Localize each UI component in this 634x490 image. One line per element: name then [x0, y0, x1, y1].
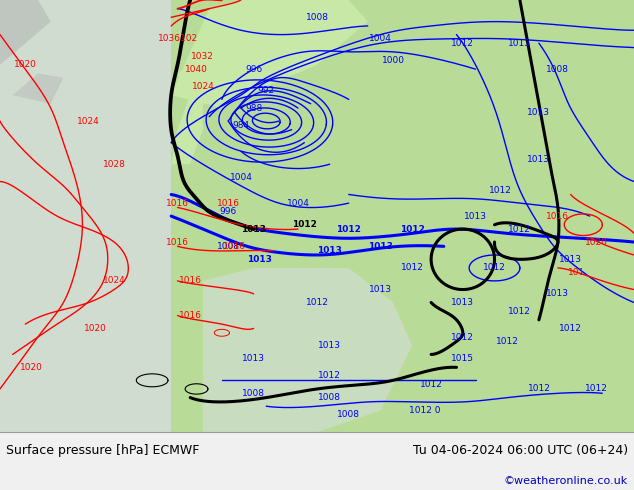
Text: 1012: 1012 — [318, 371, 341, 381]
Text: 1024: 1024 — [103, 276, 126, 285]
Text: 1013: 1013 — [451, 298, 474, 307]
Polygon shape — [0, 0, 171, 432]
Text: 1020: 1020 — [20, 363, 43, 372]
Text: 1012: 1012 — [306, 298, 328, 307]
Text: 996: 996 — [245, 65, 262, 74]
FancyBboxPatch shape — [171, 0, 634, 432]
Polygon shape — [171, 65, 203, 164]
Text: 1016: 1016 — [166, 198, 189, 208]
Text: 992: 992 — [257, 86, 275, 95]
Text: 984: 984 — [232, 121, 250, 130]
Text: 1012: 1012 — [292, 220, 317, 229]
Text: 1013: 1013 — [527, 108, 550, 117]
Text: 1016: 1016 — [179, 276, 202, 285]
Text: 1012: 1012 — [401, 264, 424, 272]
Text: 1008: 1008 — [547, 65, 569, 74]
Text: 1000: 1000 — [382, 56, 404, 65]
Text: 1028: 1028 — [103, 160, 126, 169]
Text: 1012: 1012 — [508, 307, 531, 316]
Text: 1004: 1004 — [287, 198, 309, 208]
Text: 1008: 1008 — [306, 13, 328, 22]
Text: 1012: 1012 — [508, 224, 531, 234]
Text: 1004: 1004 — [369, 34, 392, 44]
Text: Tu 04-06-2024 06:00 UTC (06+24): Tu 04-06-2024 06:00 UTC (06+24) — [413, 444, 628, 457]
Text: 1012: 1012 — [559, 324, 582, 333]
Text: 1013: 1013 — [241, 224, 266, 234]
Text: 1008: 1008 — [318, 393, 341, 402]
Text: 1024: 1024 — [77, 117, 100, 125]
Text: 1012: 1012 — [451, 333, 474, 342]
Text: 1012: 1012 — [420, 380, 443, 389]
Text: 1020: 1020 — [84, 324, 107, 333]
Polygon shape — [171, 0, 368, 108]
Text: 1013: 1013 — [559, 255, 582, 264]
Text: 1013: 1013 — [318, 341, 341, 350]
Text: 1012: 1012 — [496, 337, 519, 346]
Text: 1032: 1032 — [191, 51, 214, 61]
Text: 1020: 1020 — [14, 60, 37, 69]
Text: 1016: 1016 — [223, 242, 246, 251]
Text: 1013: 1013 — [317, 246, 342, 255]
Text: 1040: 1040 — [185, 65, 208, 74]
Text: 1015: 1015 — [451, 354, 474, 363]
Polygon shape — [13, 74, 63, 104]
Polygon shape — [203, 268, 412, 432]
Text: 1036102: 1036102 — [157, 34, 198, 44]
Text: 1016: 1016 — [217, 198, 240, 208]
Text: 1013: 1013 — [247, 255, 273, 264]
Text: 1013: 1013 — [369, 285, 392, 294]
Text: 1008: 1008 — [217, 242, 240, 251]
Text: 1004: 1004 — [230, 172, 252, 182]
Text: 1016: 1016 — [179, 311, 202, 320]
Text: 1012: 1012 — [483, 264, 506, 272]
Text: 1012: 1012 — [451, 39, 474, 48]
Text: 1008: 1008 — [337, 411, 360, 419]
Text: 1013: 1013 — [508, 39, 531, 48]
Text: 1013: 1013 — [527, 155, 550, 165]
Text: 1016: 1016 — [547, 212, 569, 220]
Text: 1012: 1012 — [527, 385, 550, 393]
Text: 1012: 1012 — [336, 224, 361, 234]
Text: ©weatheronline.co.uk: ©weatheronline.co.uk — [503, 476, 628, 487]
Text: 1016: 1016 — [166, 238, 189, 246]
Text: 1013: 1013 — [242, 354, 265, 363]
Text: 1013: 1013 — [547, 290, 569, 298]
Text: 1020: 1020 — [585, 238, 607, 246]
Text: Surface pressure [hPa] ECMWF: Surface pressure [hPa] ECMWF — [6, 444, 200, 457]
Text: 1012: 1012 — [489, 186, 512, 195]
Polygon shape — [0, 0, 51, 65]
Text: 988: 988 — [245, 103, 262, 113]
Text: 1008: 1008 — [242, 389, 265, 398]
Text: 1012 0: 1012 0 — [409, 406, 441, 415]
Text: 996: 996 — [219, 207, 237, 216]
Text: 101: 101 — [568, 268, 586, 277]
Text: 1012: 1012 — [399, 224, 425, 234]
Text: 1013: 1013 — [464, 212, 487, 220]
Text: 1024: 1024 — [191, 82, 214, 91]
Text: 1012: 1012 — [585, 385, 607, 393]
Text: 1013: 1013 — [368, 242, 393, 251]
